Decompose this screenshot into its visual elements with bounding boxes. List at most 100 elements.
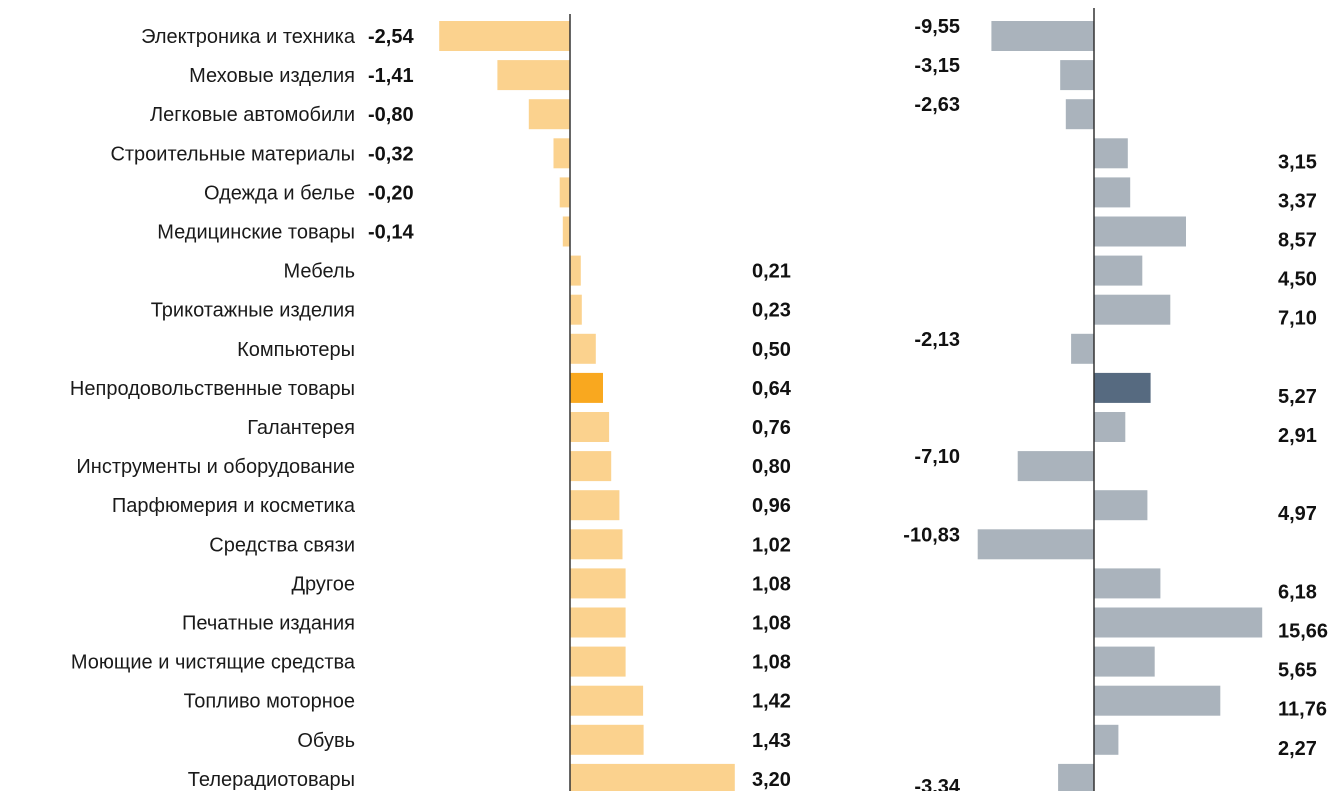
left-value-label: 1,08	[752, 652, 791, 674]
right-value-label: 2,91	[1278, 425, 1317, 447]
left-value-label: -0,32	[368, 143, 414, 165]
left-value-label: 1,08	[752, 613, 791, 635]
left-value-label: 0,50	[752, 339, 791, 361]
left-bar	[553, 138, 570, 169]
right-bar	[1094, 412, 1126, 442]
right-value-label: -3,15	[914, 55, 960, 77]
right-bar	[1094, 255, 1143, 286]
right-value-label: 6,18	[1278, 581, 1317, 603]
right-bar	[1094, 294, 1171, 325]
right-bar	[1065, 99, 1094, 130]
category-label: Моющие и чистящие средства	[71, 652, 356, 674]
category-label: Средства связи	[209, 534, 355, 556]
category-label: Печатные издания	[182, 613, 355, 635]
left-bar	[439, 21, 570, 51]
right-value-label: 4,97	[1278, 503, 1317, 525]
left-bar	[570, 255, 581, 286]
left-value-label: 0,23	[752, 300, 791, 322]
right-value-label: 5,65	[1278, 660, 1317, 682]
category-label: Инструменты и оборудование	[76, 456, 355, 478]
left-bar	[570, 412, 610, 442]
category-label: Меховые изделия	[189, 65, 355, 87]
left-bar	[570, 763, 735, 791]
left-value-label: 0,96	[752, 495, 791, 517]
right-value-label: -2,13	[914, 329, 960, 351]
right-value-label: 4,50	[1278, 269, 1317, 291]
right-bar	[1094, 646, 1155, 677]
category-label: Трикотажные изделия	[151, 300, 355, 322]
right-bar	[1094, 685, 1221, 716]
left-bar	[559, 177, 570, 208]
right-value-label: 3,15	[1278, 151, 1317, 173]
left-value-label: 0,21	[752, 261, 791, 283]
left-bar	[570, 607, 626, 638]
right-bar	[1094, 138, 1128, 169]
left-bar	[570, 568, 626, 599]
left-bar	[562, 216, 570, 247]
right-bar	[1071, 333, 1094, 364]
right-value-label: 2,27	[1278, 738, 1317, 760]
right-bar	[977, 529, 1094, 560]
category-label: Обувь	[297, 730, 355, 752]
left-bar	[570, 372, 603, 403]
left-bar	[570, 724, 644, 755]
right-value-label: 15,66	[1278, 621, 1328, 643]
left-value-label: -2,54	[368, 26, 414, 48]
right-bar	[1094, 372, 1151, 403]
left-value-label: 1,42	[752, 691, 791, 713]
category-label: Непродовольственные товары	[70, 378, 355, 400]
right-value-label: 3,37	[1278, 190, 1317, 212]
right-value-label: 5,27	[1278, 386, 1317, 408]
category-label: Телерадиотовары	[188, 769, 355, 791]
right-value-label: -10,83	[903, 524, 960, 546]
left-bar	[570, 333, 596, 364]
right-bar	[991, 21, 1094, 51]
right-bar	[1060, 60, 1094, 91]
left-value-label: 1,08	[752, 573, 791, 595]
left-value-label: 0,80	[752, 456, 791, 478]
right-bar	[1094, 724, 1119, 755]
category-label: Легковые автомобили	[150, 104, 355, 126]
left-value-label: 1,43	[752, 730, 791, 752]
left-bar	[570, 451, 612, 482]
right-bar	[1094, 607, 1263, 638]
left-value-label: 0,64	[752, 378, 792, 400]
left-value-label: -1,41	[368, 65, 414, 87]
category-label: Медицинские товары	[157, 222, 355, 244]
left-value-label: -0,80	[368, 104, 414, 126]
left-bar	[570, 685, 644, 716]
left-value-label: 3,20	[752, 769, 791, 791]
left-bar	[497, 60, 570, 91]
left-bar	[528, 99, 570, 130]
left-bar	[570, 294, 582, 325]
left-value-label: 0,76	[752, 417, 791, 439]
category-label: Электроника и техника	[141, 26, 356, 48]
right-bar	[1094, 216, 1186, 247]
left-bar	[570, 490, 620, 521]
right-bar	[1094, 568, 1161, 599]
left-bar	[570, 646, 626, 677]
left-value-label: -0,20	[368, 182, 414, 204]
right-value-label: 11,76	[1278, 699, 1327, 721]
left-value-label: 1,02	[752, 534, 791, 556]
right-value-label: -9,55	[914, 16, 960, 38]
left-bar	[570, 529, 623, 560]
left-value-label: -0,14	[368, 222, 414, 244]
category-label: Другое	[291, 573, 355, 595]
right-bar	[1058, 763, 1094, 791]
right-value-label: -2,63	[914, 94, 960, 116]
category-label: Галантерея	[247, 417, 355, 439]
right-bar	[1094, 490, 1148, 521]
right-bar	[1017, 451, 1094, 482]
category-label: Мебель	[283, 261, 355, 283]
category-label: Топливо моторное	[184, 691, 355, 713]
right-bar	[1094, 177, 1131, 208]
right-value-label: -3,34	[914, 776, 960, 791]
category-label: Строительные материалы	[110, 143, 355, 165]
category-label: Компьютеры	[237, 339, 355, 361]
right-value-label: 7,10	[1278, 308, 1317, 330]
right-value-label: 8,57	[1278, 230, 1317, 252]
category-label: Парфюмерия и косметика	[112, 495, 356, 517]
category-label: Одежда и белье	[204, 182, 355, 204]
